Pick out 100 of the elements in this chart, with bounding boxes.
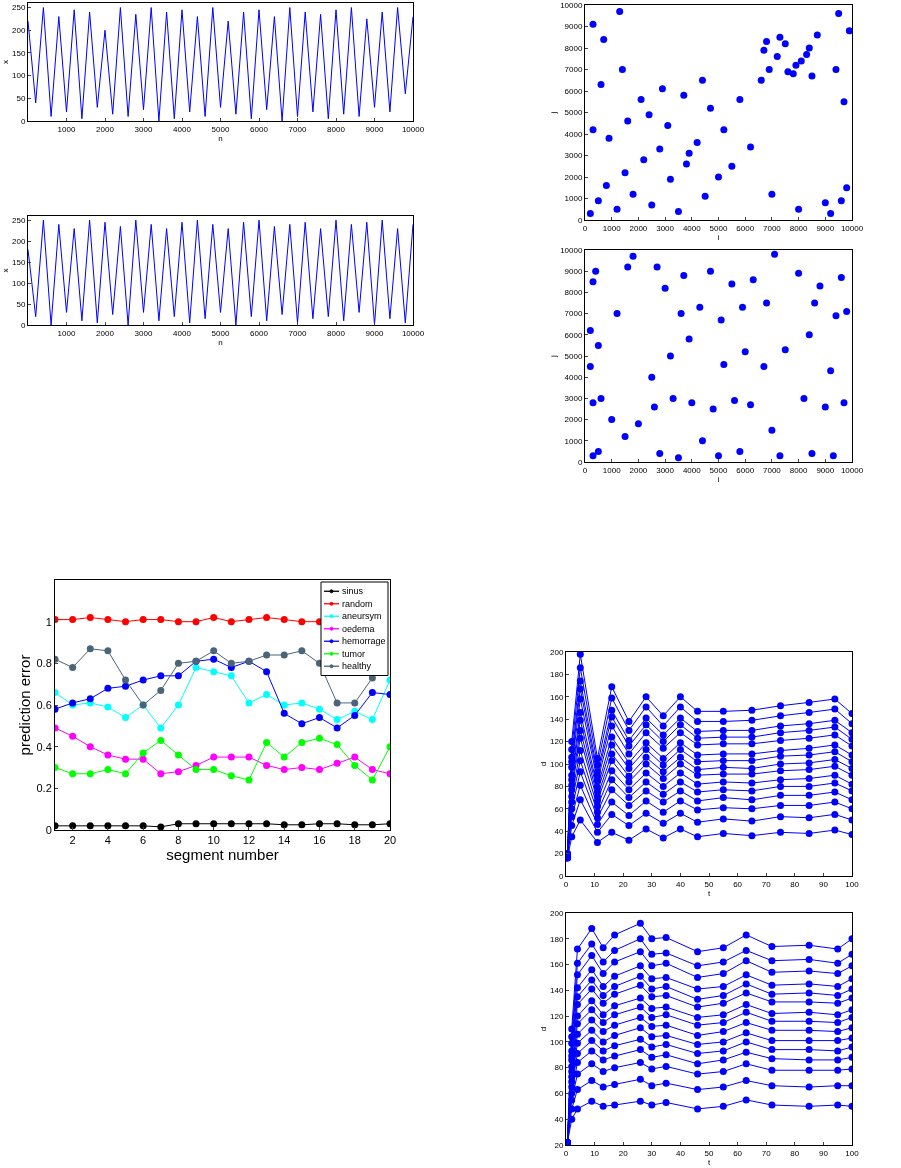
x-tick-label: 100 xyxy=(845,1148,860,1158)
x-axis-title: n xyxy=(218,337,223,347)
x-tick-label: 10000 xyxy=(840,223,864,233)
y-tick-label: 20 xyxy=(554,1140,564,1150)
x-tick-label: 40 xyxy=(675,1148,686,1158)
x-tick-label: 2 xyxy=(69,834,76,847)
x-tick-label: 80 xyxy=(790,1148,800,1158)
y-tick-label: 0.2 xyxy=(36,782,52,795)
y-axis-title: d xyxy=(538,1026,548,1032)
y-tick-label: 9000 xyxy=(564,267,583,276)
legend-label: healthy xyxy=(342,661,372,671)
x-tick-label: 18 xyxy=(348,834,361,847)
legend-label: random xyxy=(342,599,373,609)
x-tick-label: 50 xyxy=(704,879,714,889)
x-tick-label: 4000 xyxy=(682,465,702,475)
y-tick-label: 7000 xyxy=(564,309,583,319)
x-tick-label: 10000 xyxy=(840,465,864,475)
x-tick-label: 20 xyxy=(618,1148,629,1158)
y-tick-label: 60 xyxy=(554,804,564,814)
legend-label: sinus xyxy=(342,586,364,596)
y-axis-title: prediction error xyxy=(15,654,33,756)
x-tick-label: 30 xyxy=(647,1148,657,1158)
x-tick-label: 6000 xyxy=(250,124,269,134)
y-tick-label: 8000 xyxy=(564,43,583,53)
y-tick-label: 20 xyxy=(554,849,564,859)
x-axis-title: i xyxy=(717,232,720,242)
x-tick-label: 3000 xyxy=(656,465,675,475)
y-axis-title: x xyxy=(0,268,10,273)
x-tick-label: 1000 xyxy=(602,223,622,233)
y-tick-label: 10000 xyxy=(560,245,583,255)
y-tick-label: 120 xyxy=(550,737,564,747)
x-tick-label: 2000 xyxy=(629,465,648,475)
y-tick-label: 100 xyxy=(12,71,26,81)
x-tick-label: 8000 xyxy=(789,223,809,233)
x-tick-label: 60 xyxy=(733,1148,743,1158)
x-tick-label: 2000 xyxy=(96,328,115,338)
y-tick-label: 5000 xyxy=(564,351,583,361)
y-tick-label: 0 xyxy=(558,871,564,881)
y-tick-label: 0.6 xyxy=(36,698,52,711)
y-tick-label: 200 xyxy=(12,236,26,246)
y-axis-title: x xyxy=(0,60,10,64)
y-tick-label: 80 xyxy=(554,782,564,792)
x-tick-label: 12 xyxy=(242,834,256,847)
y-tick-label: 3000 xyxy=(564,151,583,161)
x-tick-label: 5000 xyxy=(211,328,230,338)
y-tick-label: 140 xyxy=(550,986,564,996)
y-tick-label: 140 xyxy=(550,715,564,724)
y-tick-label: 5000 xyxy=(564,108,583,118)
legend-label: oedema xyxy=(342,624,375,634)
x-tick-label: 90 xyxy=(818,1148,829,1158)
x-tick-label: 30 xyxy=(647,879,657,889)
y-axis-title: j xyxy=(548,111,558,115)
x-tick-label: 5000 xyxy=(211,124,230,134)
y-axis-title: d xyxy=(538,761,548,767)
y-tick-label: 1000 xyxy=(564,436,583,446)
x-tick-label: 10 xyxy=(590,1148,600,1158)
x-tick-label: 6 xyxy=(140,834,147,847)
y-tick-label: 0.8 xyxy=(36,657,52,670)
x-tick-label: 70 xyxy=(761,879,772,889)
y-tick-label: 0 xyxy=(45,823,52,836)
y-tick-label: 50 xyxy=(16,299,26,309)
y-tick-label: 50 xyxy=(16,94,26,104)
x-tick-label: 10 xyxy=(590,879,600,889)
x-tick-label: 7000 xyxy=(763,223,782,233)
x-tick-label: 10000 xyxy=(401,328,425,338)
y-tick-label: 7000 xyxy=(564,65,583,75)
y-tick-label: 8000 xyxy=(564,288,583,298)
x-tick-label: 1000 xyxy=(57,124,76,134)
x-tick-label: 100 xyxy=(845,879,860,889)
y-tick-label: 2000 xyxy=(564,172,583,182)
x-tick-label: 9000 xyxy=(816,465,835,475)
y-tick-label: 160 xyxy=(550,692,564,702)
y-tick-label: 9000 xyxy=(564,22,583,32)
x-tick-label: 8000 xyxy=(327,124,346,134)
x-tick-label: 2000 xyxy=(629,223,648,233)
y-tick-label: 160 xyxy=(550,960,564,970)
y-tick-label: 0 xyxy=(577,215,583,225)
y-tick-label: 0 xyxy=(20,116,26,126)
x-tick-label: 2000 xyxy=(96,124,115,134)
x-tick-label: 9000 xyxy=(365,328,384,338)
x-tick-label: 1000 xyxy=(602,465,622,475)
y-tick-label: 0 xyxy=(577,457,583,467)
x-axis-title: t xyxy=(707,1157,711,1167)
x-tick-label: 3000 xyxy=(134,328,153,338)
y-tick-label: 200 xyxy=(12,26,26,36)
y-tick-label: 4000 xyxy=(564,373,583,382)
y-tick-label: 100 xyxy=(12,278,26,288)
y-tick-label: 200 xyxy=(550,908,564,918)
y-tick-label: 10000 xyxy=(560,0,583,10)
x-tick-label: 6000 xyxy=(736,465,755,475)
y-tick-label: 180 xyxy=(550,934,564,944)
x-tick-label: 8000 xyxy=(789,465,809,475)
x-tick-label: 3000 xyxy=(656,223,675,233)
x-tick-label: 10 xyxy=(207,834,220,847)
x-tick-label: 6000 xyxy=(250,328,269,338)
x-tick-label: 10000 xyxy=(401,124,425,134)
y-tick-label: 100 xyxy=(550,759,564,769)
y-tick-label: 1 xyxy=(45,615,52,628)
y-tick-label: 120 xyxy=(550,1011,564,1021)
x-tick-label: 1000 xyxy=(57,328,76,338)
